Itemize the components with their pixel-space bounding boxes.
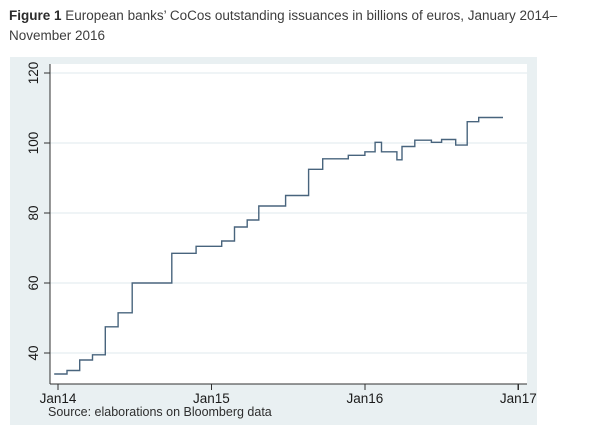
y-axis-ticks: 40 60 80 100 120 <box>26 62 50 361</box>
y-tick-label: 80 <box>26 205 41 220</box>
source-note: Source: elaborations on Bloomberg data <box>48 405 272 419</box>
plot-area <box>50 64 527 384</box>
figure-caption: Figure 1 European banks’ CoCos outstandi… <box>9 6 595 46</box>
y-tick-label: 60 <box>26 275 41 290</box>
figure-title: European banks’ CoCos outstanding issuan… <box>9 8 558 43</box>
gridlines <box>50 72 527 354</box>
x-axis-ticks: Jan14 Jan15 Jan16 Jan17 <box>40 384 537 406</box>
x-tick-label: Jan14 <box>40 391 77 406</box>
x-tick-label: Jan16 <box>346 391 383 406</box>
y-tick-label: 40 <box>26 345 41 360</box>
data-line-cocos-outstanding <box>54 116 503 375</box>
axes <box>49 64 527 385</box>
figure-number: Figure 1 <box>9 8 62 23</box>
x-tick-label: Jan15 <box>193 391 230 406</box>
x-tick-label: Jan17 <box>500 391 537 406</box>
y-tick-label: 120 <box>26 62 41 85</box>
y-tick-label: 100 <box>26 132 41 155</box>
